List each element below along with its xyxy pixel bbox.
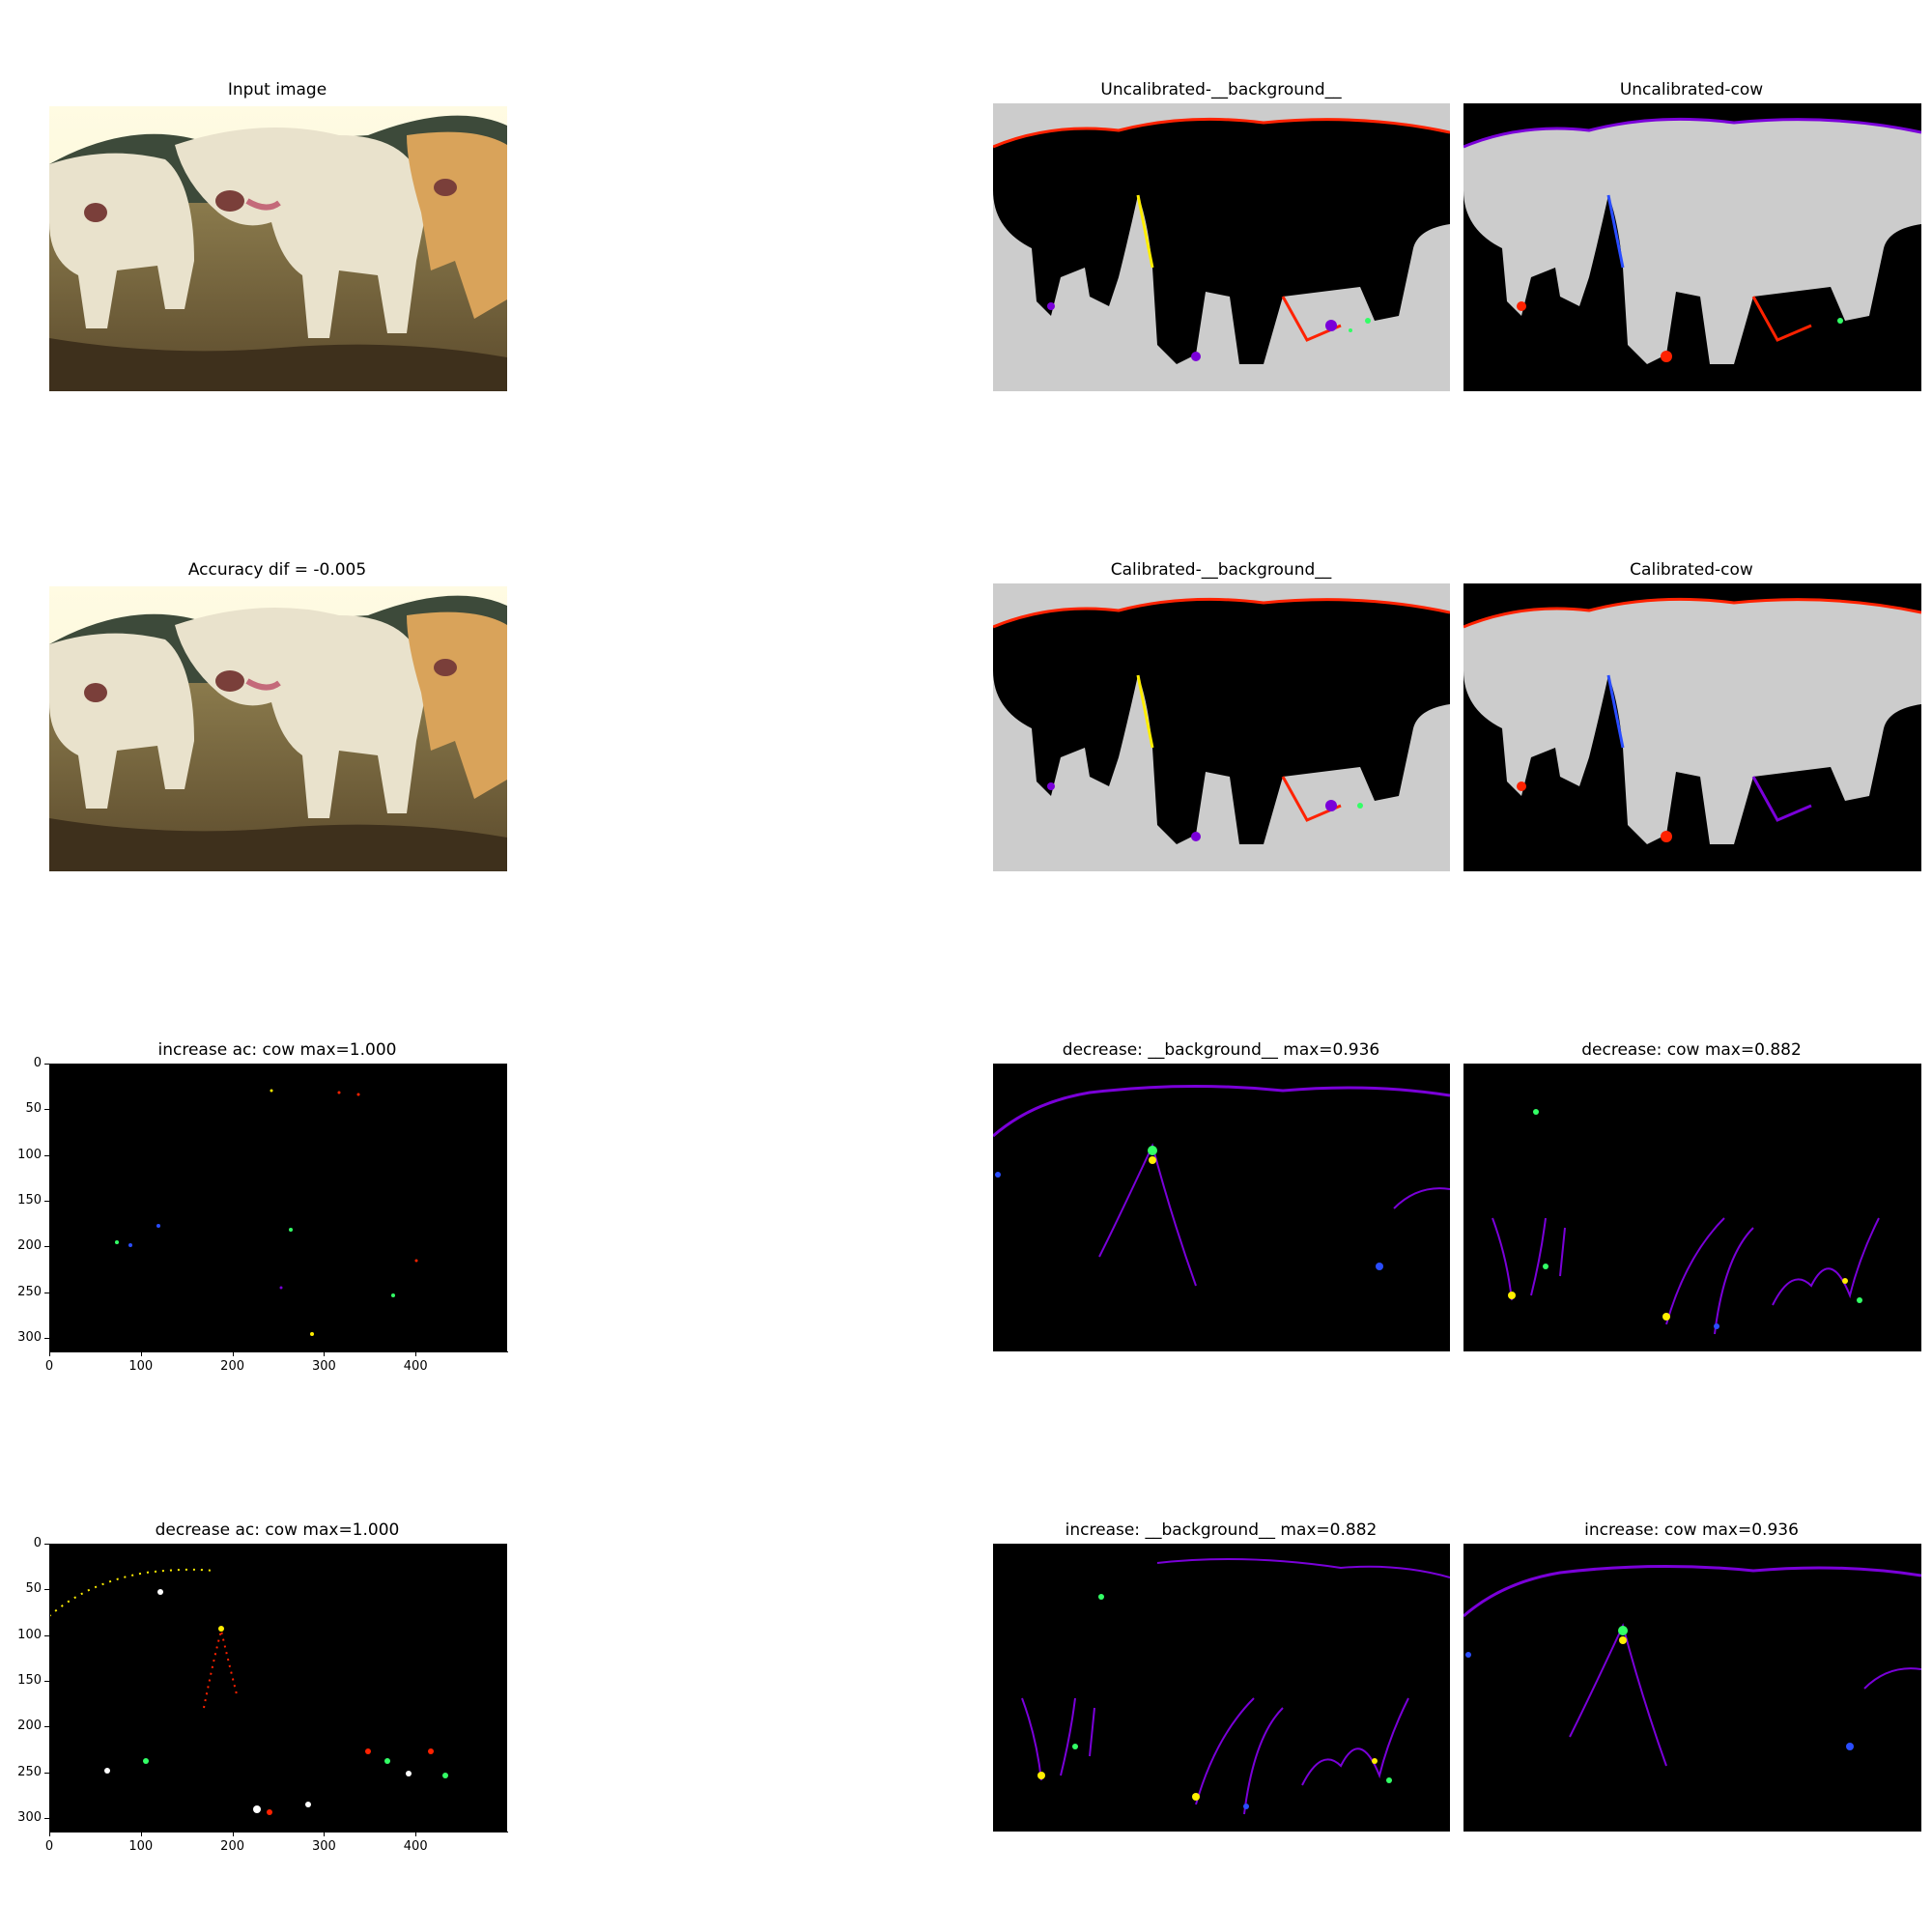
increase-ac-ytick <box>44 1109 49 1111</box>
increase-ac-xtick-label: 300 <box>311 1359 336 1374</box>
calibrated-cow-mask <box>1463 583 1921 871</box>
increase-ac-ytick-label: 300 <box>17 1329 42 1345</box>
decrease-cow-title: decrease: cow max=0.882 <box>1581 1040 1802 1060</box>
decrease-ac-ytick <box>44 1589 49 1591</box>
decrease-ac-ytick-label: 50 <box>25 1581 42 1597</box>
increase-ac-ytick <box>44 1337 49 1339</box>
increase-ac-ytick <box>44 1246 49 1248</box>
accuracy-image-photo <box>49 586 507 871</box>
increase-ac-xtick-label: 400 <box>403 1359 428 1374</box>
decrease-ac-xtick-label: 200 <box>220 1839 245 1854</box>
increase-ac-xtick <box>49 1351 50 1356</box>
increase-cow-title: increase: cow max=0.936 <box>1584 1520 1799 1540</box>
uncalibrated-background-mask <box>993 103 1450 391</box>
increase-background-title: increase: __background__ max=0.882 <box>1065 1520 1378 1540</box>
increase-ac-ytick-label: 50 <box>25 1101 42 1117</box>
increase-ac-ytick <box>44 1154 49 1156</box>
increase-ac-xtick-label: 100 <box>128 1359 154 1374</box>
decrease-background-title: decrease: __background__ max=0.936 <box>1062 1040 1380 1060</box>
decrease-ac-ytick-label: 0 <box>33 1536 42 1550</box>
decrease-ac-ytick <box>44 1726 49 1728</box>
increase-background-map <box>993 1544 1450 1832</box>
increase-ac-ytick-label: 150 <box>17 1192 42 1208</box>
uncalibrated-background-title: Uncalibrated-__background__ <box>1100 80 1342 99</box>
calibrated-background-title: Calibrated-__background__ <box>1110 560 1332 580</box>
decrease-background-map <box>993 1064 1450 1351</box>
decrease-ac-ytick <box>44 1817 49 1819</box>
input-image-photo <box>49 106 507 391</box>
decrease-ac-xtick-label: 400 <box>403 1839 428 1854</box>
increase-ac-ytick <box>44 1064 49 1065</box>
uncalibrated-cow-mask <box>1463 103 1921 391</box>
increase-ac-ytick-label: 0 <box>33 1056 42 1070</box>
decrease-ac-ytick <box>44 1772 49 1774</box>
increase-ac-ytick-label: 250 <box>17 1284 42 1299</box>
decrease-ac-ytick-label: 200 <box>17 1719 42 1734</box>
calibrated-cow-title: Calibrated-cow <box>1630 560 1753 580</box>
decrease-ac-ytick-label: 150 <box>17 1672 42 1688</box>
decrease-ac-cow-title: decrease ac: cow max=1.000 <box>155 1520 400 1540</box>
increase-ac-ytick-label: 200 <box>17 1238 42 1254</box>
decrease-ac-xtick <box>140 1832 142 1836</box>
decrease-ac-cow-map <box>49 1544 507 1832</box>
increase-ac-ytick <box>44 1200 49 1202</box>
increase-ac-xtick <box>324 1351 326 1356</box>
increase-ac-cow-title: increase ac: cow max=1.000 <box>157 1040 397 1060</box>
decrease-ac-ytick <box>44 1634 49 1636</box>
decrease-ac-xtick <box>49 1832 50 1836</box>
decrease-ac-xtick-label: 0 <box>44 1839 54 1854</box>
increase-cow-map <box>1463 1544 1921 1832</box>
increase-ac-xtick-label: 200 <box>220 1359 245 1374</box>
decrease-ac-ytick-label: 250 <box>17 1764 42 1779</box>
calibrated-background-mask <box>993 583 1450 871</box>
decrease-ac-xtick <box>232 1832 234 1836</box>
increase-ac-xtick <box>140 1351 142 1356</box>
increase-ac-xtick <box>415 1351 417 1356</box>
decrease-ac-ytick <box>44 1680 49 1682</box>
increase-ac-ytick-label: 100 <box>17 1147 42 1162</box>
increase-ac-xtick <box>232 1351 234 1356</box>
increase-ac-xtick-label: 0 <box>44 1359 54 1374</box>
decrease-ac-xtick-label: 100 <box>128 1839 154 1854</box>
increase-ac-cow-map <box>49 1064 507 1351</box>
decrease-ac-xtick <box>324 1832 326 1836</box>
decrease-ac-ytick-label: 100 <box>17 1627 42 1642</box>
decrease-ac-xtick <box>415 1832 417 1836</box>
decrease-cow-map <box>1463 1064 1921 1351</box>
decrease-ac-ytick-label: 300 <box>17 1809 42 1825</box>
decrease-ac-ytick <box>44 1544 49 1545</box>
uncalibrated-cow-title: Uncalibrated-cow <box>1619 80 1764 99</box>
accuracy-dif-title: Accuracy dif = -0.005 <box>187 560 367 580</box>
input-image-title: Input image <box>227 80 327 99</box>
decrease-ac-xtick-label: 300 <box>311 1839 336 1854</box>
